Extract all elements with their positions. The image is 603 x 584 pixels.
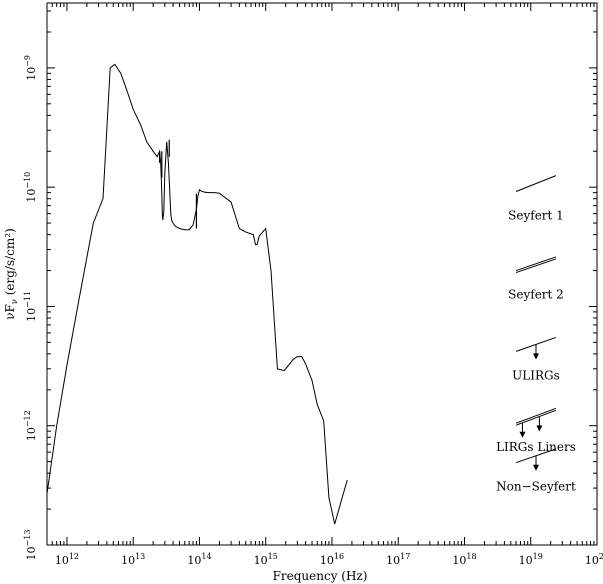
x-tick-label: 1013	[121, 552, 145, 567]
y-axis-title-main: νF	[3, 304, 17, 320]
legend-segment	[515, 256, 557, 272]
upper-limit-arrowhead	[532, 353, 539, 360]
legend-entry: Seyfert 2	[508, 256, 564, 302]
upper-limit-arrowhead	[536, 425, 543, 432]
x-tick-label: 1017	[386, 552, 410, 567]
legend-segment	[515, 407, 557, 424]
y-tick-label: 10−13	[23, 530, 38, 561]
x-tick-label: 1020	[585, 552, 603, 567]
y-tick-label: 10−12	[23, 410, 38, 441]
legend-segment-lower	[515, 258, 557, 274]
legend-label: Non−Seyfert	[496, 480, 576, 494]
legend-entry: ULIRGs	[512, 336, 560, 382]
y-tick-label: 10−10	[23, 172, 38, 203]
axis-ticks	[46, 3, 598, 546]
legend-entry: Non−Seyfert	[496, 448, 576, 494]
class-legend: Seyfert 1 Seyfert 2 ULIRGs LIRGs Liners Non−…	[496, 175, 576, 494]
x-tick-label: 1016	[320, 552, 344, 567]
legend-segment-lower	[515, 409, 557, 426]
y-axis-title: νFν (erg/s/cm²)	[3, 228, 19, 320]
legend-entry: LIRGs Liners	[496, 407, 576, 454]
sed-spikes	[158, 139, 198, 229]
legend-label: LIRGs Liners	[496, 440, 576, 454]
y-tick-label: 10−11	[23, 291, 38, 322]
x-tick-label: 1018	[452, 552, 476, 567]
legend-label: Seyfert 2	[508, 288, 564, 302]
x-tick-label: 1015	[254, 552, 278, 567]
x-axis-title: Frequency (Hz)	[273, 569, 368, 583]
legend-entry: Seyfert 1	[508, 175, 564, 222]
y-axis-title-sub: ν	[10, 299, 19, 304]
y-axis-title-unit: (erg/s/cm²)	[3, 228, 17, 295]
legend-segment	[515, 175, 557, 192]
upper-limit-arrowhead	[532, 464, 539, 471]
tick-labels: 1012 1013 1014 1015 1016 1017 1018 1019 1020 10−1…	[23, 55, 603, 567]
legend-label: ULIRGs	[512, 368, 560, 382]
y-tick-label: 10−9	[23, 55, 38, 81]
plot-frame	[46, 2, 598, 546]
upper-limit-arrowhead	[519, 431, 526, 438]
sed-curve	[46, 63, 348, 525]
x-tick-label: 1014	[187, 552, 211, 567]
x-tick-label: 1012	[55, 552, 79, 567]
x-tick-label: 1019	[519, 552, 543, 567]
legend-label: Seyfert 1	[508, 208, 564, 222]
